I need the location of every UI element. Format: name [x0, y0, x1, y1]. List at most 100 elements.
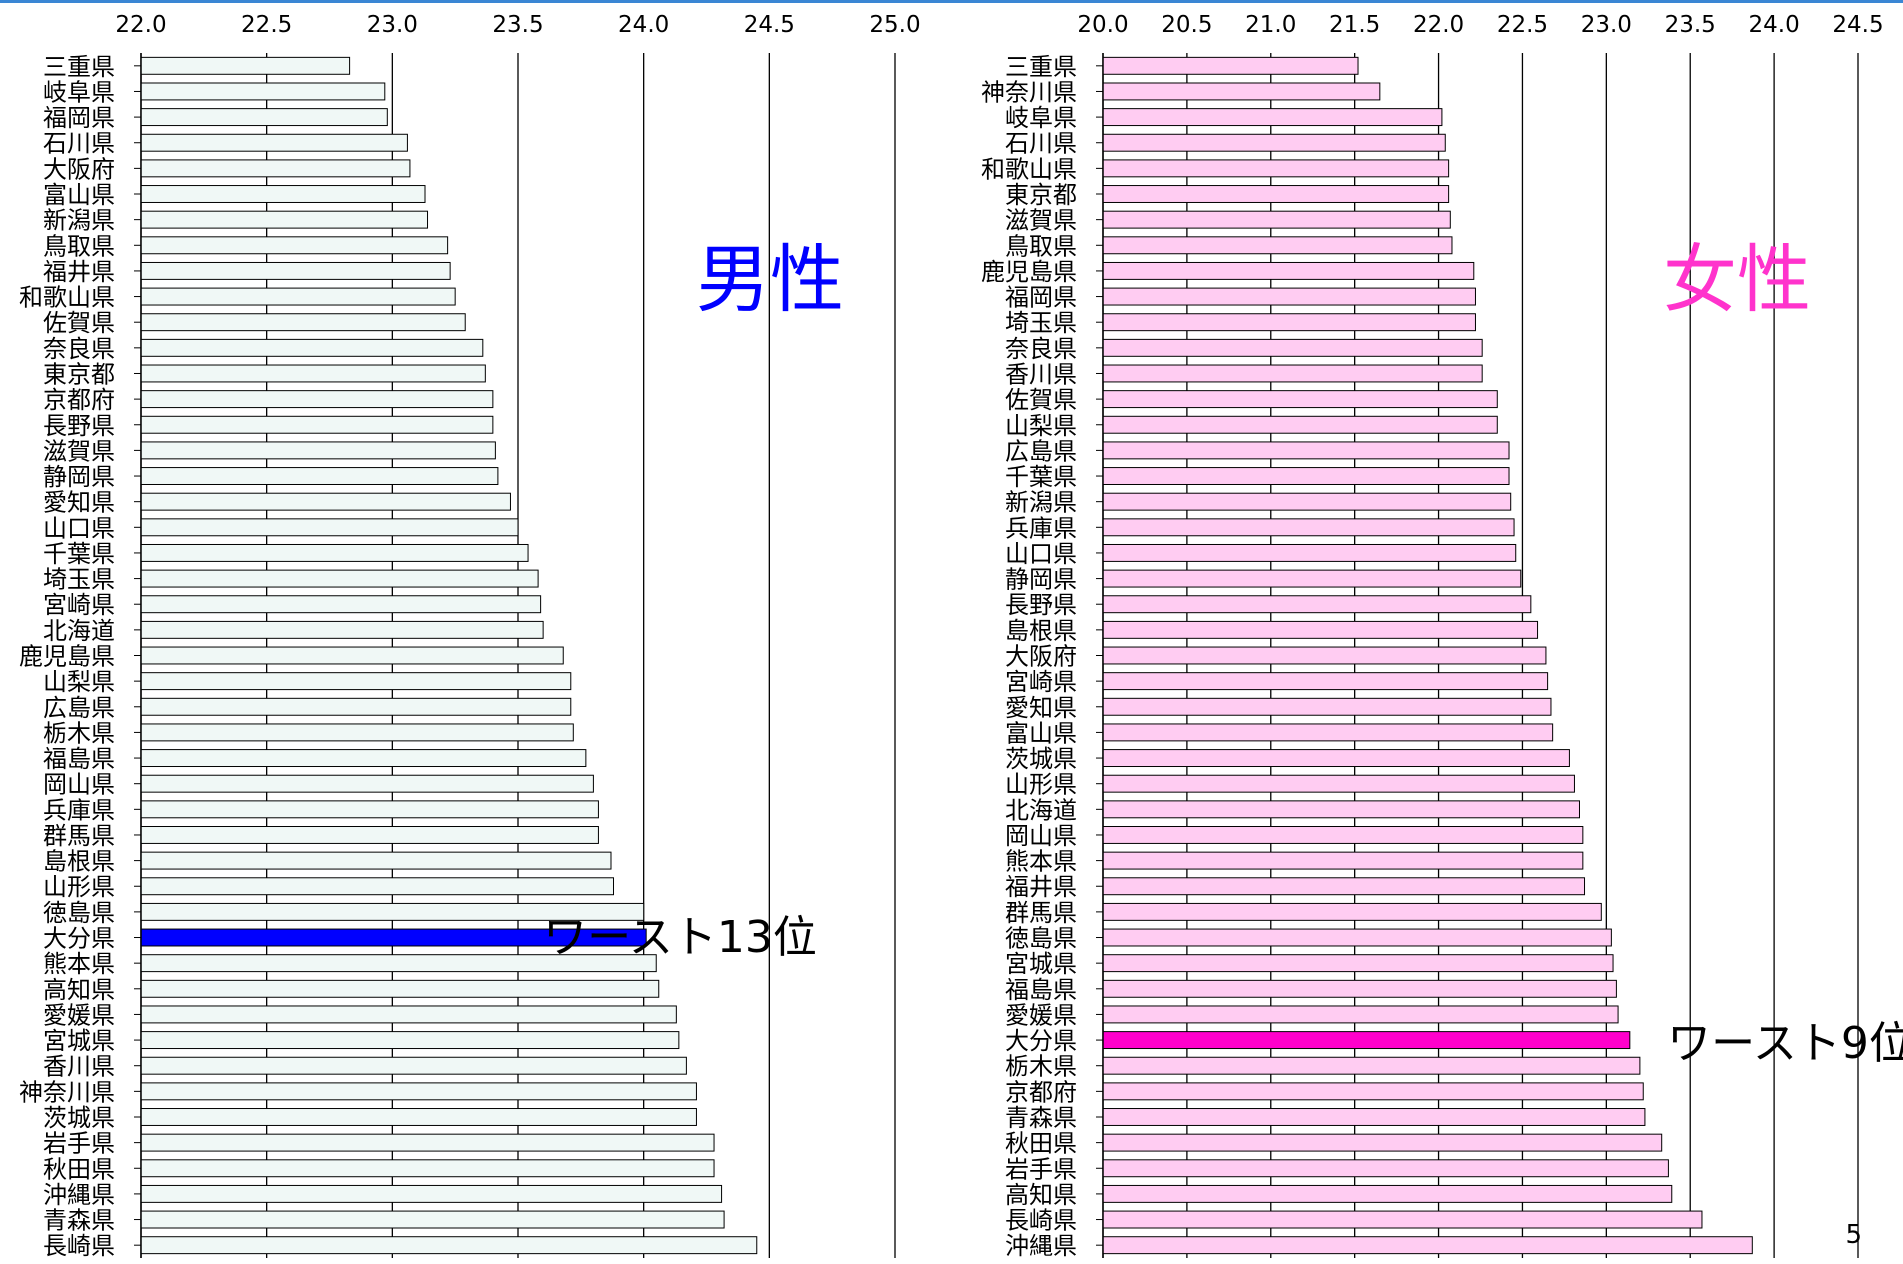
female-bar	[1102, 902, 1602, 921]
male-bar	[140, 338, 484, 357]
female-bar	[1102, 287, 1476, 306]
female-category-label: 高知県	[1005, 1181, 1077, 1209]
female-chart-panel: 20.0 20.5 21.0 21.5 22.0 22.5 23.0 23.5 24.0 24.5…	[981, 12, 1903, 1260]
female-category-label: 山梨県	[1005, 412, 1077, 440]
male-bar	[140, 774, 594, 793]
female-category-label: 埼玉県	[1005, 309, 1077, 337]
male-category-label: 秋田県	[43, 1155, 115, 1183]
female-bar	[1102, 185, 1450, 203]
female-bar	[1102, 749, 1570, 768]
male-bar	[140, 1031, 680, 1050]
female-bar	[1102, 415, 1498, 434]
male-bar	[140, 82, 386, 101]
female-category-label: 広島県	[1005, 437, 1077, 465]
female-bar	[1102, 210, 1451, 229]
female-category-label: 鳥取県	[1005, 232, 1077, 260]
male-x-tick-label: 22.5	[241, 12, 292, 38]
female-bar	[1102, 1005, 1619, 1024]
male-bar	[140, 185, 426, 203]
female-bar	[1102, 697, 1552, 716]
female-bar	[1102, 1082, 1644, 1101]
male-category-label: 福岡県	[43, 104, 115, 132]
female-category-label: 大阪府	[1005, 643, 1077, 671]
female-category-label: 北海道	[1005, 796, 1077, 824]
female-category-label: 山口県	[1005, 540, 1077, 568]
male-category-label: 神奈川県	[19, 1078, 115, 1106]
male-bar	[140, 236, 449, 255]
male-bar	[140, 108, 388, 127]
male-x-tick-label: 24.5	[744, 12, 795, 38]
male-category-label: 島根県	[43, 848, 115, 876]
female-rank-annotation: ワースト9位	[1667, 1018, 1903, 1069]
male-rank-annotation: ワースト13位	[543, 912, 817, 963]
female-bar	[1102, 543, 1517, 562]
male-category-label: 岩手県	[43, 1130, 115, 1158]
female-x-tick-label: 21.0	[1245, 12, 1296, 38]
female-category-label: 新潟県	[1005, 489, 1077, 517]
male-category-label: 沖縄県	[43, 1181, 115, 1209]
male-bar	[140, 851, 612, 870]
female-bar	[1102, 1159, 1669, 1178]
female-category-label: 大分県	[1005, 1027, 1077, 1055]
female-category-label: 神奈川県	[981, 78, 1077, 106]
male-category-label: 佐賀県	[43, 309, 115, 337]
female-category-label: 長崎県	[1005, 1207, 1077, 1235]
male-bar	[140, 210, 429, 229]
male-category-label: 愛知県	[43, 489, 115, 517]
male-category-label: 長崎県	[43, 1232, 115, 1260]
female-category-label: 栃木県	[1005, 1053, 1077, 1081]
male-category-label: 東京都	[43, 360, 115, 388]
male-category-label: 石川県	[43, 130, 115, 158]
male-category-label: 山口県	[43, 514, 115, 542]
male-bar	[140, 646, 564, 665]
male-category-label: 宮崎県	[43, 591, 115, 619]
male-bar	[140, 569, 539, 588]
male-bar	[140, 56, 351, 75]
male-category-label: 福島県	[43, 745, 115, 773]
male-bar	[140, 697, 572, 716]
female-category-label: 愛知県	[1005, 694, 1077, 722]
male-bar	[140, 287, 456, 306]
female-category-label: 秋田県	[1005, 1130, 1077, 1158]
male-category-label: 埼玉県	[43, 566, 115, 594]
female-category-label: 熊本県	[1005, 848, 1077, 876]
male-category-label: 徳島県	[43, 899, 115, 927]
female-bar	[1102, 56, 1359, 75]
female-bar	[1102, 620, 1539, 639]
male-bar	[140, 159, 411, 178]
female-bar	[1102, 108, 1443, 127]
female-category-label: 東京都	[1005, 181, 1077, 209]
female-chart-title: 女性	[1663, 237, 1811, 323]
male-x-tick-label: 24.0	[618, 12, 669, 38]
male-category-label: 茨城県	[43, 1104, 115, 1132]
female-x-tick-label: 24.5	[1832, 12, 1883, 38]
male-bar	[140, 1184, 723, 1203]
male-bar	[140, 749, 587, 768]
male-category-label: 京都府	[43, 386, 115, 414]
female-category-label: 沖縄県	[1005, 1232, 1077, 1260]
female-bar	[1102, 313, 1476, 332]
male-bar	[140, 826, 599, 844]
male-category-label: 岐阜県	[43, 78, 115, 106]
female-x-tick-label: 22.0	[1413, 12, 1464, 38]
top-rule	[0, 0, 1903, 3]
female-category-label: 福岡県	[1005, 284, 1077, 312]
female-category-label: 愛媛県	[1005, 1001, 1077, 1029]
male-category-label: 新潟県	[43, 207, 115, 235]
female-bar	[1102, 1210, 1703, 1229]
male-bar	[140, 261, 451, 280]
male-category-label: 鳥取県	[43, 232, 115, 260]
male-category-label: 熊本県	[43, 950, 115, 978]
male-bar	[140, 620, 544, 639]
male-bar	[140, 1108, 697, 1126]
female-x-tick-label: 23.5	[1665, 12, 1716, 38]
female-category-label: 宮城県	[1005, 950, 1077, 978]
female-category-label: 千葉県	[1005, 463, 1077, 491]
male-bar	[140, 492, 511, 511]
male-category-label: 愛媛県	[43, 1001, 115, 1029]
female-category-label: 三重県	[1005, 53, 1077, 81]
female-bar	[1102, 595, 1532, 614]
male-category-label: 群馬県	[43, 822, 115, 850]
female-category-label: 福井県	[1005, 873, 1077, 901]
